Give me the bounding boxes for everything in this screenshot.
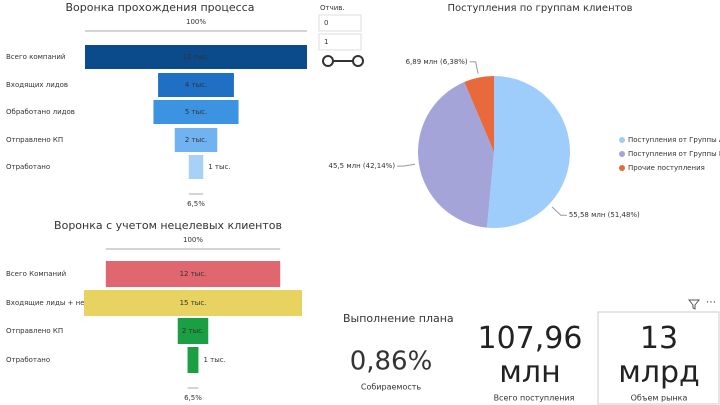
top-label: 100%: [183, 236, 203, 244]
funnel-bar: [177, 318, 209, 344]
value-label: 6,89 млн (6,38%): [406, 58, 468, 66]
value-label: 45,5 млн (42,14%): [329, 162, 396, 170]
category-label: Входящих лидов: [6, 81, 68, 89]
value-label: 5 тыс.: [185, 108, 207, 116]
funnel-bar: [187, 347, 199, 373]
kpi-value: 0,86%: [350, 347, 433, 377]
leader-line: [397, 163, 416, 167]
kpi-value-box: 107,96 млн: [477, 322, 583, 390]
bottom-label: 6,5%: [187, 200, 205, 208]
value-label: 12 тыс.: [180, 270, 207, 278]
value-label: 15 тыс.: [180, 299, 207, 307]
kpi-value: 107,96 млн: [477, 322, 583, 390]
category-label: Всего компаний: [6, 53, 65, 61]
value-label: 1 тыс.: [203, 356, 225, 364]
legend-label: Прочие поступления: [628, 164, 705, 172]
category-label: Отработано: [6, 163, 50, 171]
slicer-label: Отчив.: [320, 4, 345, 12]
kpi-title: Выполнение плана: [343, 312, 454, 325]
slider-handle[interactable]: [322, 55, 334, 67]
slicer-max-box[interactable]: [318, 33, 362, 51]
slicer-max: 1: [324, 38, 328, 46]
value-label: 1 тыс.: [208, 163, 230, 171]
category-label: Отправлено КП: [6, 327, 63, 335]
leader-line: [551, 206, 567, 216]
kpi-label: Собираемость: [361, 383, 422, 392]
funnel-bar: [153, 100, 239, 124]
category-label: Отправлено КП: [6, 136, 63, 144]
card-frame: [597, 311, 720, 405]
value-label: 12 тыс.: [183, 53, 210, 61]
kpi-label: Объем рынка: [631, 394, 688, 403]
funnel-bar: [85, 45, 307, 69]
kpi-value-box: 13 млрд: [618, 322, 700, 390]
value-label: 2 тыс.: [182, 327, 204, 335]
filter-icon[interactable]: [687, 299, 701, 310]
top-label: 100%: [186, 18, 206, 26]
category-label: Всего Компаний: [6, 270, 66, 278]
category-label: Обработано лидов: [6, 108, 75, 116]
funnel-bar: [84, 290, 302, 316]
value-label: 2 тыс.: [185, 136, 207, 144]
legend-marker: [619, 151, 625, 157]
slicer-min: 0: [324, 19, 328, 27]
more-icon[interactable]: ⋯: [706, 297, 716, 308]
funnel-bar: [105, 261, 281, 287]
pie-slice: [486, 76, 571, 228]
leader-line: [469, 61, 479, 74]
funnel-bar: [174, 128, 218, 152]
category-label: Отработано: [6, 356, 50, 364]
legend-marker: [619, 165, 625, 171]
chart-title: Воронка прохождения процесса: [66, 1, 255, 14]
funnel-bar: [158, 73, 234, 97]
funnel-bar: [188, 155, 204, 179]
bottom-label: 6,5%: [184, 394, 202, 402]
pie-slice: [418, 82, 494, 228]
value-label: 4 тыс.: [185, 81, 207, 89]
legend-label: Поступления от Группы Б: [628, 150, 720, 158]
slicer-min-box[interactable]: [318, 14, 362, 32]
chart-title: Воронка с учетом нецелевых клиентов: [54, 219, 282, 232]
kpi-label: Всего поступления: [494, 394, 575, 403]
legend-marker: [619, 137, 625, 143]
chart-title: Поступления по группам клиентов: [448, 3, 633, 14]
slider-handle[interactable]: [352, 55, 364, 67]
pie-slice: [464, 76, 494, 152]
category-label: Входящие лиды + не...: [6, 299, 91, 307]
kpi-value: 13 млрд: [618, 322, 700, 390]
legend-label: Поступления от Группы А: [628, 136, 720, 144]
value-label: 55,58 млн (51,48%): [569, 211, 640, 219]
